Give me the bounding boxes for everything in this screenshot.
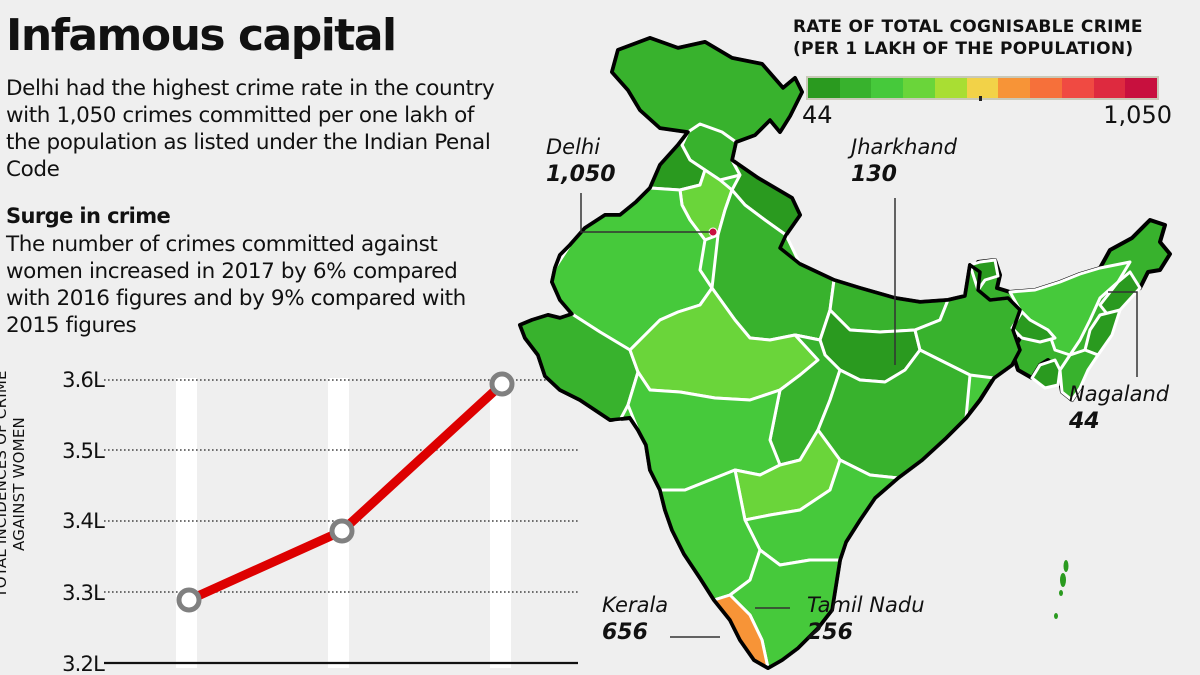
legend-swatch (1093, 78, 1126, 98)
india-choropleth-map (518, 36, 1172, 670)
year-column-3 (490, 378, 511, 668)
y-tick-3.6: 3.6L (62, 368, 105, 392)
data-point-1 (176, 587, 202, 613)
legend-min-label: 44 (802, 101, 833, 129)
callout-jharkhand-value: 130 (851, 162, 897, 187)
state-mizoram (1058, 348, 1100, 402)
legend-title-line2: (PER 1 LAKH OF THE POPULATION) (793, 39, 1134, 59)
callout-jharkhand-name: Jharkhand (851, 135, 957, 159)
legend-color-scale (806, 76, 1159, 100)
legend-swatch (1030, 78, 1062, 98)
y-tick-3.3: 3.3L (62, 581, 105, 605)
callout-kerala-name: Kerala (602, 593, 669, 617)
section-heading: Surge in crime (6, 204, 171, 228)
legend-swatch (966, 78, 999, 98)
callout-delhi: Delhi 1,050 (546, 133, 616, 189)
legend-title-line1: RATE OF TOTAL COGNISABLE CRIME (793, 17, 1143, 37)
legend-swatch (903, 78, 935, 98)
y-tick-3.2: 3.2L (62, 652, 105, 675)
delhi-marker (708, 227, 718, 237)
andaman-islands (1054, 560, 1069, 619)
callout-nagaland-value: 44 (1069, 409, 1100, 434)
legend-swatch (934, 78, 967, 98)
year-column-1 (176, 378, 197, 668)
legend-swatch (998, 78, 1031, 98)
legend-title: RATE OF TOTAL COGNISABLE CRIME (PER 1 LA… (793, 16, 1143, 60)
legend-max-label: 1,050 (1103, 101, 1172, 129)
legend-swatch (808, 78, 840, 98)
callout-delhi-value: 1,050 (546, 162, 616, 187)
callout-kerala-value: 656 (602, 620, 648, 645)
callout-kerala: Kerala 656 (602, 591, 668, 647)
delhi-leader-line (580, 193, 710, 233)
callout-tamil-nadu: Tamil Nadu 256 (807, 591, 925, 647)
callout-nagaland-name: Nagaland (1069, 382, 1170, 406)
legend-swatch (871, 78, 904, 98)
page-title: Infamous capital (6, 10, 397, 61)
data-point-2 (329, 518, 355, 544)
data-point-3 (489, 371, 515, 397)
section-text: The number of crimes committed against w… (6, 232, 466, 338)
line-chart: 3.6L 3.5L 3.4L 3.3L 3.2L (62, 368, 580, 675)
callout-tamil-nadu-name: Tamil Nadu (807, 593, 925, 617)
mainland-outline (518, 36, 1022, 670)
callout-tamil-nadu-value: 256 (807, 620, 853, 645)
intro-text: Delhi had the highest crime rate in the … (6, 76, 495, 182)
legend-swatch (1061, 78, 1094, 98)
y-tick-3.5: 3.5L (62, 439, 105, 463)
legend-swatch (839, 78, 872, 98)
callout-delhi-name: Delhi (546, 135, 601, 159)
callout-jharkhand: Jharkhand 130 (851, 133, 957, 189)
legend-midpoint-tick (979, 96, 982, 101)
legend-swatch (1125, 78, 1158, 98)
callout-nagaland: Nagaland 44 (1069, 380, 1169, 436)
y-tick-3.4: 3.4L (62, 509, 105, 533)
nagaland-leader-line (1108, 291, 1138, 377)
state-tripura (1030, 358, 1062, 390)
